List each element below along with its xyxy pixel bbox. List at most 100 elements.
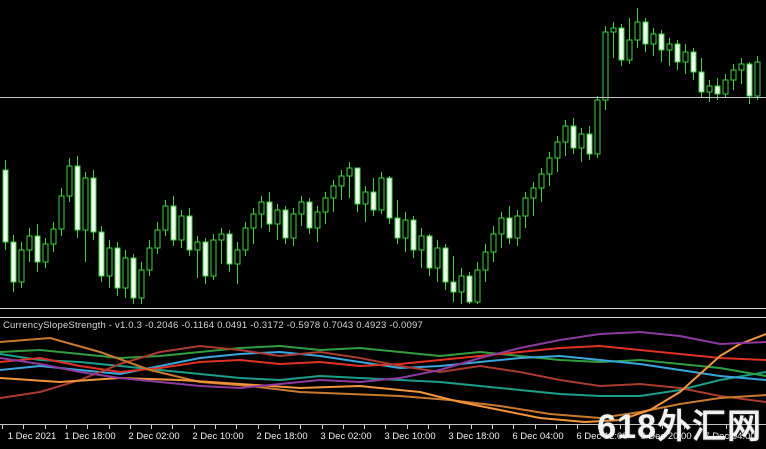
- candle-bull: [514, 215, 521, 239]
- time-axis-tick: [2, 425, 3, 429]
- time-axis[interactable]: 1 Dec 2021 1 Dec 18:00 2 Dec 02:00 2 Dec 10…: [0, 424, 766, 449]
- time-axis-tick: [65, 425, 67, 429]
- currency-line-green: [0, 345, 766, 377]
- time-axis-tick: [683, 425, 685, 429]
- time-axis-tick: [704, 425, 706, 429]
- candle-bear: [642, 21, 649, 45]
- candle-bear: [394, 217, 401, 239]
- time-axis-tick: [619, 425, 621, 429]
- candle-bear: [570, 125, 577, 149]
- candle-bear: [370, 191, 377, 211]
- time-label: 1 Dec 18:00: [64, 431, 116, 442]
- candle-bear: [658, 33, 665, 51]
- candle-bull: [482, 251, 489, 271]
- candle-bull: [194, 241, 201, 251]
- time-axis-tick: [406, 425, 408, 429]
- time-label: 3 Dec 18:00: [448, 431, 500, 442]
- time-axis-tick: [257, 425, 259, 429]
- candle-bear: [506, 217, 513, 239]
- candle-bull: [458, 275, 465, 293]
- candle-bear: [74, 165, 81, 231]
- candle-bear: [354, 167, 361, 205]
- candle-bull: [594, 99, 601, 155]
- time-axis-tick: [151, 425, 153, 429]
- candle-bull: [258, 201, 265, 215]
- candle-bull: [346, 167, 353, 177]
- time-axis-tick: [726, 425, 728, 429]
- candle-bull: [738, 63, 745, 71]
- candle-bull: [490, 233, 497, 253]
- time-label: 6 Dec 12:00: [576, 431, 628, 442]
- candle-bear: [114, 247, 121, 289]
- candle-bull: [234, 249, 241, 265]
- indicator-title: CurrencySlopeStrength - v1.0.3 -0.2046 -…: [3, 320, 423, 331]
- candle-bear: [442, 247, 449, 283]
- time-axis-tick: [300, 425, 302, 429]
- candle-bear: [410, 219, 417, 251]
- candle-bull: [730, 69, 737, 81]
- candle-bull: [146, 247, 153, 271]
- currency-line-red: [0, 345, 766, 373]
- time-axis-tick: [172, 425, 174, 429]
- candle-bear: [674, 43, 681, 63]
- candle-bull: [82, 177, 89, 231]
- candle-bull: [162, 205, 169, 231]
- currency-slope-strength-lines: [0, 331, 766, 423]
- candle-bear: [746, 63, 753, 97]
- candle-bull: [338, 175, 345, 187]
- time-label: 2 Dec 10:00: [192, 431, 244, 442]
- candle-bear: [226, 233, 233, 265]
- candle-bear: [450, 281, 457, 293]
- time-axis-tick: [641, 425, 642, 429]
- candle-bear: [426, 235, 433, 269]
- candle-bull: [610, 27, 617, 33]
- candle-bull: [378, 177, 385, 211]
- time-axis-tick: [215, 425, 216, 429]
- time-axis-tick: [193, 425, 195, 429]
- candle-bull: [322, 197, 329, 213]
- candle-bull: [538, 173, 545, 189]
- candle-bear: [98, 231, 105, 277]
- candlestick-series: [2, 8, 761, 304]
- pane-separator-line-top[interactable]: [0, 308, 766, 309]
- candle-bull: [290, 213, 297, 239]
- time-axis-tick: [364, 425, 366, 429]
- candle-bull: [554, 141, 561, 159]
- candle-bear: [202, 241, 209, 277]
- time-axis-tick: [470, 425, 472, 429]
- candle-bear: [2, 169, 9, 243]
- candle-bear: [618, 27, 625, 61]
- time-axis-tick: [321, 425, 323, 429]
- time-axis-tick: [129, 425, 131, 429]
- pane-separator-line-bottom[interactable]: [0, 317, 766, 318]
- candle-bull: [706, 85, 713, 93]
- candle-bull: [666, 43, 673, 51]
- time-label: 6 Dec 04:00: [512, 431, 564, 442]
- time-axis-tick: [342, 425, 344, 429]
- candle-bull: [362, 191, 369, 205]
- price-chart-pane[interactable]: [0, 0, 766, 308]
- candle-bull: [58, 195, 65, 230]
- candle-bull: [274, 209, 281, 225]
- time-axis-tick: [577, 425, 579, 429]
- candle-bull: [682, 51, 689, 63]
- time-axis-tick: [23, 425, 25, 429]
- indicator-subwindow[interactable]: [0, 318, 766, 424]
- candle-bull: [546, 157, 553, 175]
- time-axis-tick: [534, 425, 536, 429]
- currency-line-bright-orange: [0, 333, 766, 423]
- candle-bull: [498, 217, 505, 235]
- candle-bull: [106, 247, 113, 277]
- candle-bear: [10, 241, 17, 283]
- candle-bear: [386, 177, 393, 219]
- time-axis-tick: [491, 425, 493, 429]
- candle-bull: [66, 165, 73, 197]
- candle-bull: [42, 243, 49, 263]
- time-axis-tick: [513, 425, 515, 429]
- candle-bear: [466, 275, 473, 303]
- time-axis-tick: [278, 425, 280, 429]
- currency-line-purple: [0, 331, 766, 389]
- candle-bull: [18, 249, 25, 283]
- candle-bull: [122, 257, 129, 289]
- candle-bear: [306, 201, 313, 229]
